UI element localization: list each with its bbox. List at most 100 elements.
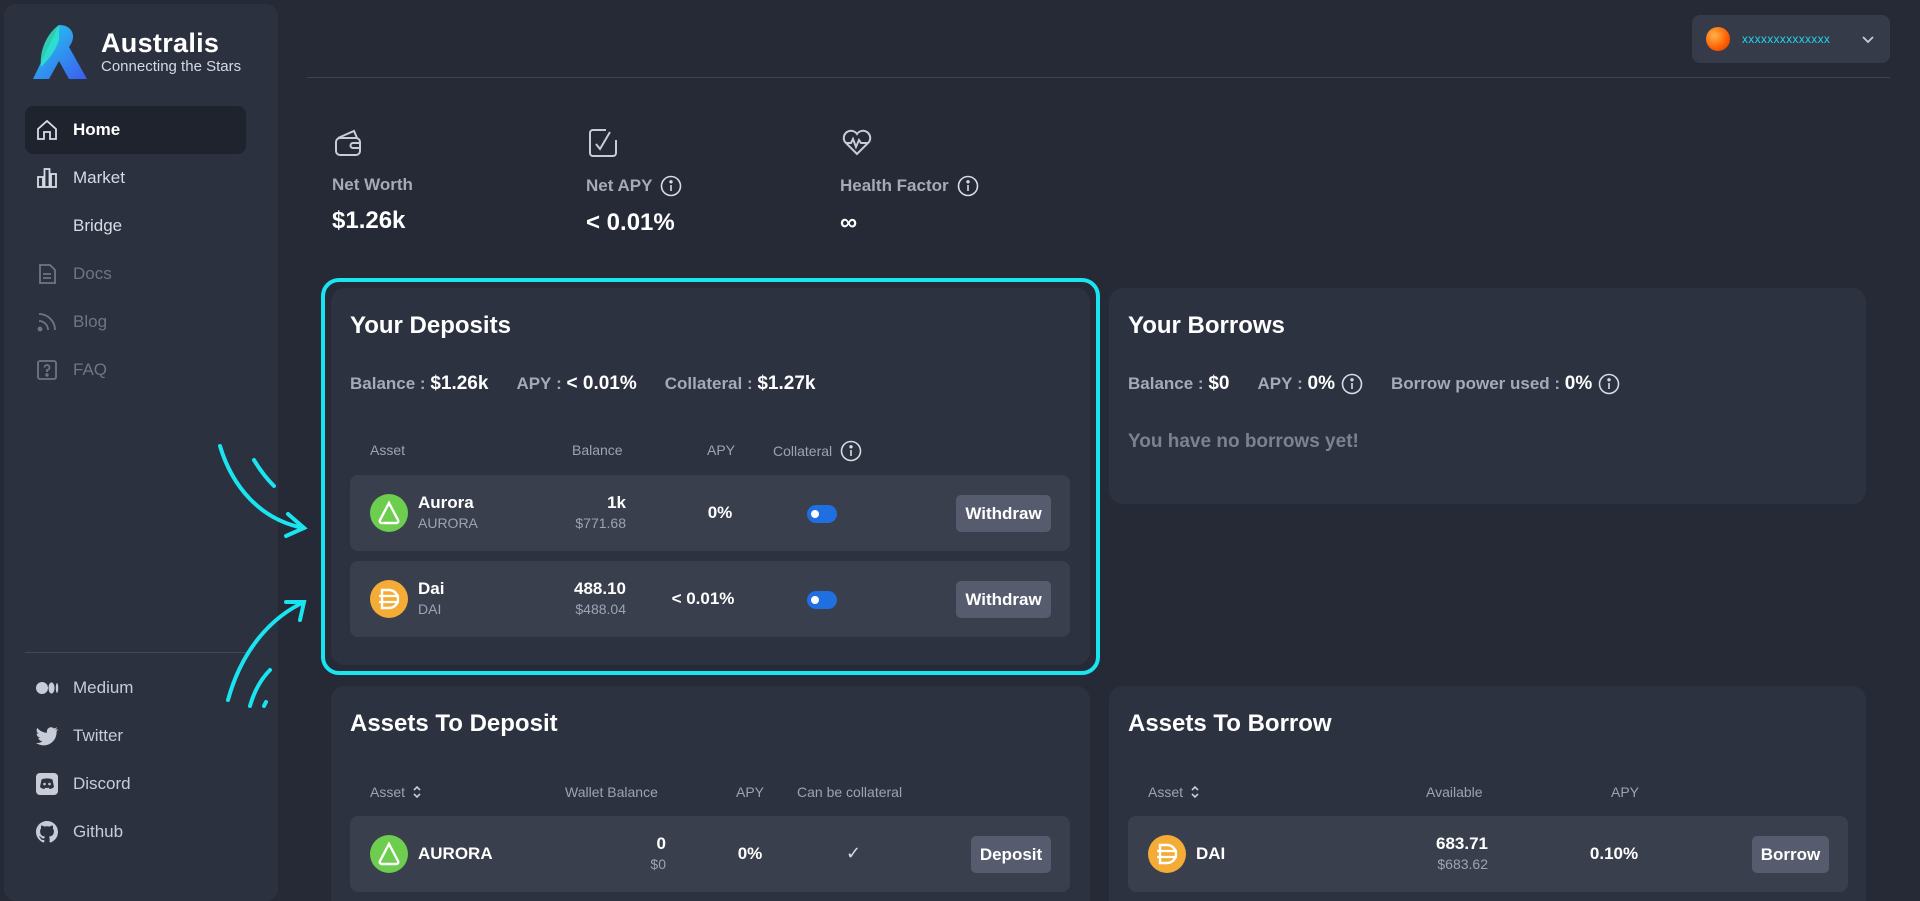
sidebar-divider	[25, 652, 246, 653]
social-item-github[interactable]: Github	[25, 808, 246, 856]
borrow-power-value: 0%	[1564, 373, 1593, 394]
nav-label-market: Market	[73, 168, 125, 187]
borrows-summary: Balance : $0 APY : 0% Borrow power used …	[1128, 373, 1620, 395]
nav-label-blog: Blog	[73, 312, 108, 331]
collateral-check-icon: ✓	[846, 843, 862, 863]
assets-deposit-title: Assets To Deposit	[350, 710, 558, 737]
nav-label-faq: FAQ	[73, 360, 108, 379]
social-links: Medium Twitter Discord Github	[25, 664, 246, 856]
asset-symbol: AURORA	[418, 515, 478, 531]
asset-name: Aurora	[418, 493, 474, 512]
asset-deposit-row	[350, 816, 1070, 892]
asset-symbol: DAI	[418, 601, 442, 617]
health-factor-label: Health Factor	[840, 176, 949, 195]
collateral-toggle[interactable]	[807, 505, 837, 523]
home-icon	[35, 118, 59, 142]
sort-icon	[1191, 785, 1199, 799]
available-usd: $683.62	[1437, 856, 1488, 872]
nav-item-blog[interactable]: Blog	[25, 298, 246, 346]
discord-icon	[35, 772, 59, 796]
your-borrows-card: Your Borrows	[1109, 288, 1866, 504]
withdraw-button[interactable]: Withdraw	[956, 581, 1051, 618]
australis-logo-icon	[33, 25, 87, 79]
info-icon[interactable]	[660, 175, 682, 197]
info-icon[interactable]	[1598, 373, 1620, 395]
account-address: xxxxxxxxxxxxxx	[1742, 32, 1831, 46]
col-asset-sort[interactable]: Asset	[370, 784, 423, 800]
nav-item-market[interactable]: Market	[25, 154, 246, 202]
borrow-apy: 0.10%	[1589, 844, 1639, 863]
header-divider	[307, 77, 1890, 78]
collateral-toggle[interactable]	[807, 591, 837, 609]
deposit-button[interactable]: Deposit	[971, 836, 1051, 873]
deposits-balance-value: $1.26k	[430, 373, 489, 394]
col-balance: Balance	[572, 442, 623, 458]
social-label-medium: Medium	[73, 678, 134, 697]
nav-item-home[interactable]: Home	[25, 106, 246, 154]
borrows-balance-value: $0	[1208, 373, 1230, 394]
bridge-icon	[35, 214, 59, 238]
deposit-balance-usd: $488.04	[575, 601, 626, 617]
col-asset: Asset	[1148, 784, 1184, 800]
borrows-balance-label: Balance	[1128, 374, 1194, 393]
twitter-icon	[35, 724, 59, 748]
col-collateral-header: Collateral	[773, 440, 862, 462]
info-icon[interactable]	[957, 175, 979, 197]
social-label-discord: Discord	[73, 774, 131, 793]
deposits-highlight-frame	[321, 278, 1100, 675]
deposit-balance: 1k	[607, 493, 626, 512]
social-item-medium[interactable]: Medium	[25, 664, 246, 712]
col-apy: APY	[707, 442, 736, 458]
asset-name: Dai	[418, 579, 445, 598]
sort-icon	[413, 785, 421, 799]
social-item-twitter[interactable]: Twitter	[25, 712, 246, 760]
deposits-collateral-label: Collateral	[664, 374, 743, 393]
brand-name: Australis	[101, 28, 220, 58]
brand[interactable]: Australis Connecting the Stars	[29, 20, 241, 84]
nav-label-docs: Docs	[73, 264, 112, 283]
stat-net-apy: Net APY < 0.01%	[586, 126, 682, 237]
net-apy-label: Net APY	[586, 176, 653, 195]
account-dropdown[interactable]: xxxxxxxxxxxxxx	[1692, 15, 1890, 63]
dai-coin-icon	[1148, 835, 1186, 873]
borrow-power-label: Borrow power used	[1391, 374, 1550, 393]
wallet-balance-usd: $0	[650, 856, 666, 872]
social-label-github: Github	[73, 822, 124, 841]
social-item-discord[interactable]: Discord	[25, 760, 246, 808]
stat-health-factor: Health Factor ∞	[840, 126, 979, 237]
annotation-arrow-icon	[218, 444, 308, 538]
nav-item-docs[interactable]: Docs	[25, 250, 246, 298]
borrows-title: Your Borrows	[1128, 312, 1285, 339]
chevron-down-icon	[1862, 36, 1874, 44]
deposits-balance-label: Balance	[350, 374, 416, 393]
info-icon[interactable]	[840, 440, 862, 462]
col-can-be-collateral: Can be collateral	[797, 784, 903, 800]
withdraw-button[interactable]: Withdraw	[956, 495, 1051, 532]
aurora-coin-icon	[370, 835, 408, 873]
col-apy: APY	[1611, 784, 1640, 800]
asset-apy: 0%	[737, 844, 763, 863]
deposit-row	[350, 561, 1070, 637]
borrow-button[interactable]: Borrow	[1752, 836, 1829, 873]
deposits-apy-value: < 0.01%	[566, 373, 637, 394]
nav-item-bridge[interactable]: Bridge	[25, 202, 246, 250]
health-factor-value: ∞	[840, 209, 858, 236]
deposits-collateral-value: $1.27k	[757, 373, 816, 394]
col-asset: Asset	[370, 442, 406, 458]
borrows-apy-value: 0%	[1307, 373, 1335, 394]
info-icon[interactable]	[1341, 373, 1363, 395]
asset-name: AURORA	[418, 844, 493, 863]
brand-tagline: Connecting the Stars	[101, 58, 242, 75]
stat-net-worth: Net Worth $1.26k	[332, 126, 413, 235]
main-nav: Home Market Bridge Docs Blog FAQ	[25, 106, 246, 394]
deposits-apy-label: APY	[516, 374, 552, 393]
wallet-avatar-icon	[1706, 27, 1730, 51]
annotation-arrow-icon	[226, 600, 307, 708]
deposits-summary: Balance : $1.26k APY : < 0.01% Collatera…	[350, 373, 816, 394]
nav-item-faq[interactable]: FAQ	[25, 346, 246, 394]
col-asset-sort[interactable]: Asset	[1148, 784, 1201, 800]
wallet-balance: 0	[656, 834, 666, 853]
nav-label-bridge: Bridge	[73, 216, 123, 235]
deposit-balance-usd: $771.68	[575, 515, 626, 531]
col-wallet-balance: Wallet Balance	[565, 784, 658, 800]
